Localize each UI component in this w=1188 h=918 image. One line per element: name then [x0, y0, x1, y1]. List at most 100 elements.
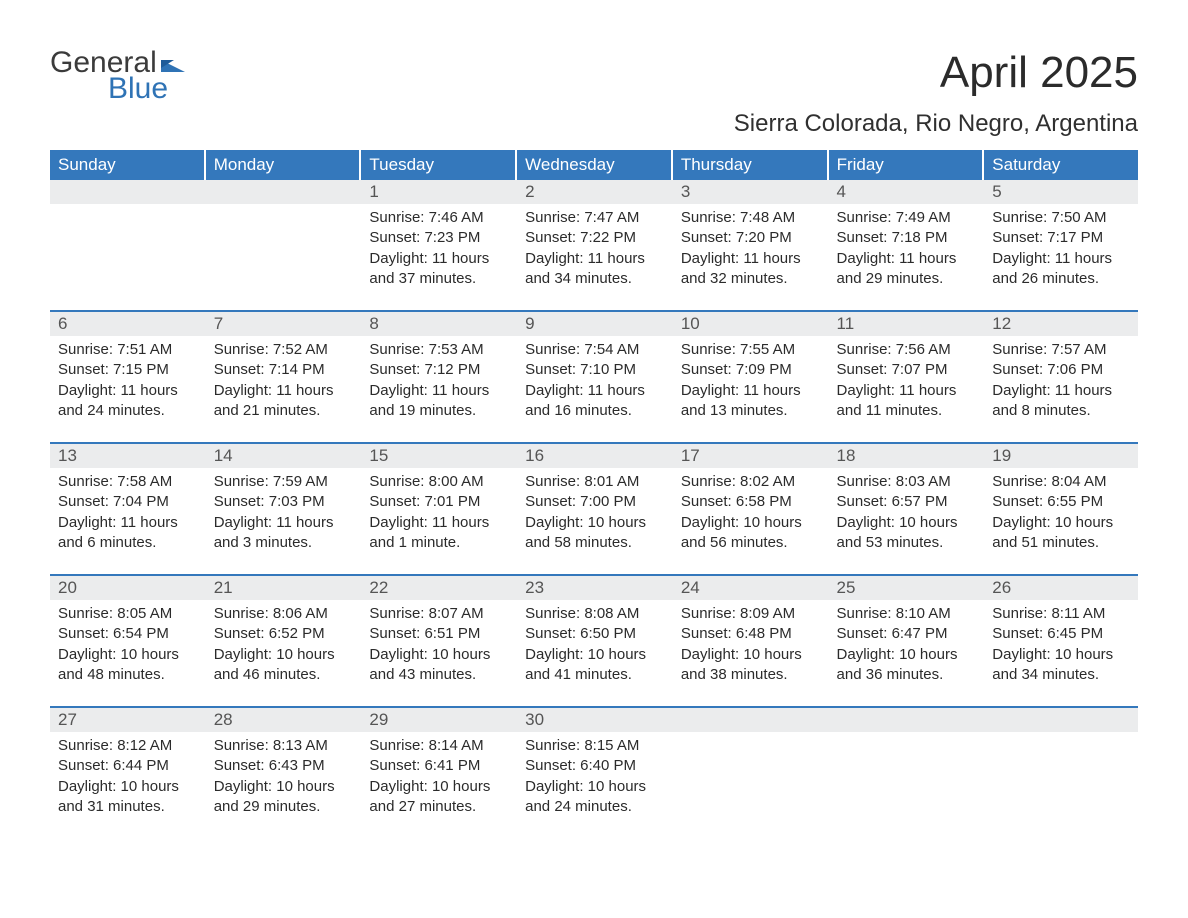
day-line: and 27 minutes.: [369, 797, 507, 817]
day-line: Daylight: 11 hours: [214, 513, 352, 533]
day-line: Sunrise: 8:02 AM: [681, 472, 819, 492]
day-line: Daylight: 11 hours: [525, 381, 663, 401]
weekday-header: Sunday: [50, 150, 204, 180]
day-line: Sunrise: 7:55 AM: [681, 340, 819, 360]
day-line: Sunrise: 8:04 AM: [992, 472, 1130, 492]
day-line: and 53 minutes.: [837, 533, 975, 553]
day-line: and 3 minutes.: [214, 533, 352, 553]
day-line: Daylight: 10 hours: [369, 777, 507, 797]
day-cell: Sunrise: 7:49 AMSunset: 7:18 PMDaylight:…: [829, 204, 983, 292]
day-cell: Sunrise: 8:04 AMSunset: 6:55 PMDaylight:…: [984, 468, 1138, 556]
day-number: 30: [517, 708, 671, 732]
day-line: Sunrise: 7:53 AM: [369, 340, 507, 360]
daynum-row: 6789101112: [50, 312, 1138, 336]
day-line: Sunrise: 7:47 AM: [525, 208, 663, 228]
day-line: and 36 minutes.: [837, 665, 975, 685]
day-number: 10: [673, 312, 827, 336]
month-title: April 2025: [940, 48, 1138, 98]
day-line: Sunrise: 7:58 AM: [58, 472, 196, 492]
day-line: and 58 minutes.: [525, 533, 663, 553]
day-cell: [673, 732, 827, 820]
day-number: 3: [673, 180, 827, 204]
daynum-row: 27282930: [50, 708, 1138, 732]
day-number: 21: [206, 576, 360, 600]
day-line: and 1 minute.: [369, 533, 507, 553]
day-cell: Sunrise: 8:14 AMSunset: 6:41 PMDaylight:…: [361, 732, 515, 820]
day-line: and 29 minutes.: [837, 269, 975, 289]
day-cell: Sunrise: 7:56 AMSunset: 7:07 PMDaylight:…: [829, 336, 983, 424]
day-line: and 41 minutes.: [525, 665, 663, 685]
flag-icon: [161, 48, 185, 64]
day-line: Sunrise: 8:11 AM: [992, 604, 1130, 624]
day-line: Sunset: 7:12 PM: [369, 360, 507, 380]
day-number: 4: [829, 180, 983, 204]
day-line: and 31 minutes.: [58, 797, 196, 817]
day-line: Sunrise: 7:52 AM: [214, 340, 352, 360]
weekday-header: Tuesday: [361, 150, 515, 180]
day-line: Daylight: 11 hours: [681, 381, 819, 401]
day-line: Daylight: 10 hours: [214, 645, 352, 665]
day-line: Sunrise: 8:13 AM: [214, 736, 352, 756]
day-line: and 43 minutes.: [369, 665, 507, 685]
day-cell: Sunrise: 8:08 AMSunset: 6:50 PMDaylight:…: [517, 600, 671, 688]
day-line: Sunset: 6:50 PM: [525, 624, 663, 644]
day-line: Sunset: 6:51 PM: [369, 624, 507, 644]
day-number: 20: [50, 576, 204, 600]
day-cell: [50, 204, 204, 292]
day-line: Sunrise: 8:08 AM: [525, 604, 663, 624]
day-line: Sunrise: 8:01 AM: [525, 472, 663, 492]
day-cell: Sunrise: 7:46 AMSunset: 7:23 PMDaylight:…: [361, 204, 515, 292]
day-line: Daylight: 10 hours: [369, 645, 507, 665]
day-line: Daylight: 10 hours: [525, 645, 663, 665]
day-cell: Sunrise: 8:01 AMSunset: 7:00 PMDaylight:…: [517, 468, 671, 556]
day-line: Sunset: 6:47 PM: [837, 624, 975, 644]
day-line: Sunset: 6:58 PM: [681, 492, 819, 512]
day-line: Sunset: 6:43 PM: [214, 756, 352, 776]
day-line: Sunset: 7:03 PM: [214, 492, 352, 512]
day-number: 15: [361, 444, 515, 468]
day-number: 24: [673, 576, 827, 600]
logo-text-blue: Blue: [108, 74, 185, 104]
day-cell: Sunrise: 7:57 AMSunset: 7:06 PMDaylight:…: [984, 336, 1138, 424]
day-line: Sunset: 7:09 PM: [681, 360, 819, 380]
day-line: Daylight: 10 hours: [58, 777, 196, 797]
day-cell: Sunrise: 8:15 AMSunset: 6:40 PMDaylight:…: [517, 732, 671, 820]
day-line: Sunset: 7:04 PM: [58, 492, 196, 512]
weekday-header: Thursday: [673, 150, 827, 180]
day-number: 2: [517, 180, 671, 204]
day-line: Daylight: 10 hours: [837, 513, 975, 533]
day-line: Daylight: 10 hours: [214, 777, 352, 797]
day-cell: Sunrise: 7:54 AMSunset: 7:10 PMDaylight:…: [517, 336, 671, 424]
day-line: Daylight: 10 hours: [525, 513, 663, 533]
day-line: Sunrise: 8:14 AM: [369, 736, 507, 756]
day-cell: Sunrise: 8:11 AMSunset: 6:45 PMDaylight:…: [984, 600, 1138, 688]
day-number: 6: [50, 312, 204, 336]
day-line: Sunset: 6:57 PM: [837, 492, 975, 512]
location-text: Sierra Colorada, Rio Negro, Argentina: [50, 110, 1138, 138]
day-line: Sunrise: 7:59 AM: [214, 472, 352, 492]
day-line: Sunrise: 7:48 AM: [681, 208, 819, 228]
day-number: 18: [829, 444, 983, 468]
day-number: 29: [361, 708, 515, 732]
day-line: Sunrise: 8:05 AM: [58, 604, 196, 624]
weekday-header: Wednesday: [517, 150, 671, 180]
day-line: Sunrise: 7:56 AM: [837, 340, 975, 360]
calendar-grid: SundayMondayTuesdayWednesdayThursdayFrid…: [50, 150, 1138, 820]
day-number: [829, 708, 983, 732]
day-cell: Sunrise: 8:05 AMSunset: 6:54 PMDaylight:…: [50, 600, 204, 688]
day-line: Daylight: 11 hours: [369, 513, 507, 533]
day-line: and 13 minutes.: [681, 401, 819, 421]
day-cell: Sunrise: 8:00 AMSunset: 7:01 PMDaylight:…: [361, 468, 515, 556]
day-line: and 24 minutes.: [58, 401, 196, 421]
day-number: [673, 708, 827, 732]
topbar: General Blue April 2025: [50, 48, 1138, 104]
body-row: Sunrise: 7:46 AMSunset: 7:23 PMDaylight:…: [50, 204, 1138, 292]
day-line: Sunset: 7:06 PM: [992, 360, 1130, 380]
day-cell: Sunrise: 7:47 AMSunset: 7:22 PMDaylight:…: [517, 204, 671, 292]
day-line: Sunrise: 8:09 AM: [681, 604, 819, 624]
day-cell: [984, 732, 1138, 820]
day-line: Sunrise: 8:12 AM: [58, 736, 196, 756]
day-line: Sunrise: 7:49 AM: [837, 208, 975, 228]
body-row: Sunrise: 8:12 AMSunset: 6:44 PMDaylight:…: [50, 732, 1138, 820]
day-number: 16: [517, 444, 671, 468]
